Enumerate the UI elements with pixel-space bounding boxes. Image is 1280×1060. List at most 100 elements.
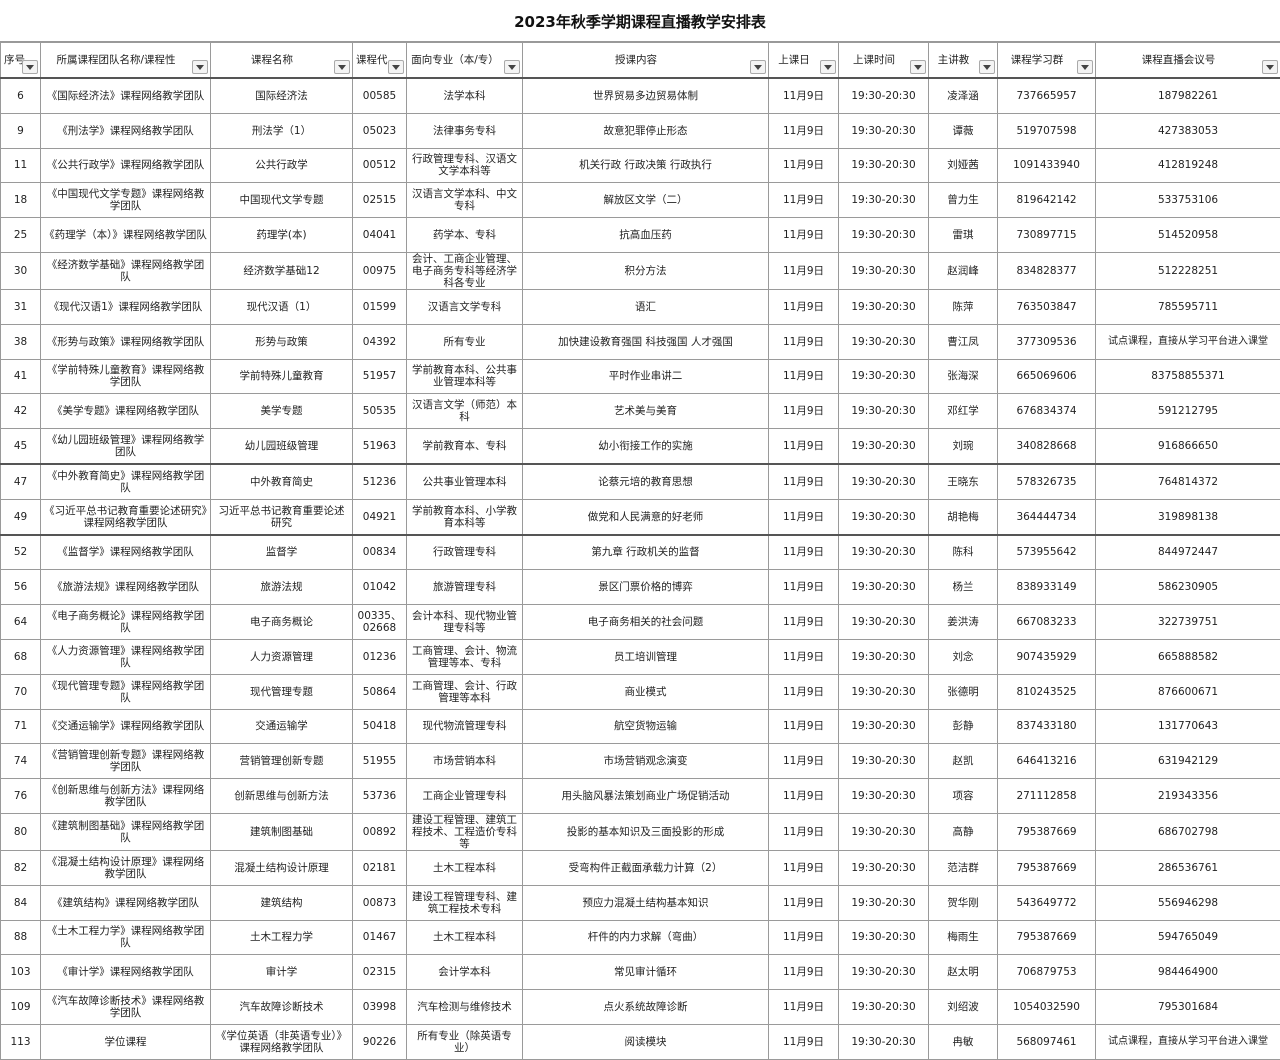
table-cell: 梅雨生: [929, 920, 998, 955]
filter-button[interactable]: [388, 60, 404, 74]
table-cell: 109: [1, 990, 41, 1025]
table-cell: 混凝土结构设计原理: [211, 850, 353, 885]
filter-button[interactable]: [750, 60, 766, 74]
table-cell: 876600671: [1096, 674, 1280, 709]
table-cell: 曹江凤: [929, 324, 998, 359]
table-cell: 819642142: [998, 183, 1096, 218]
table-cell: 《电子商务概论》课程网络教学团队: [41, 605, 211, 640]
table-cell: 公共事业管理本科: [407, 464, 523, 499]
table-cell: 11月9日: [769, 674, 839, 709]
table-cell: 01042: [353, 570, 407, 605]
column-header: 所属课程团队名称/课程性: [41, 43, 211, 79]
filter-button[interactable]: [979, 60, 995, 74]
table-cell: 04921: [353, 499, 407, 534]
table-cell: 试点课程，直接从学习平台进入课堂: [1096, 324, 1280, 359]
table-cell: 556946298: [1096, 885, 1280, 920]
table-cell: 《土木工程力学》课程网络教学团队: [41, 920, 211, 955]
table-cell: 学前教育本科、公共事业管理本科等: [407, 359, 523, 394]
table-cell: 11月9日: [769, 639, 839, 674]
table-cell: 药理学(本): [211, 218, 353, 253]
table-cell: 730897715: [998, 218, 1096, 253]
column-header: 授课内容: [523, 43, 769, 79]
table-cell: 42: [1, 394, 41, 429]
table-cell: 土木工程本科: [407, 920, 523, 955]
table-cell: 彭静: [929, 709, 998, 744]
table-cell: 41: [1, 359, 41, 394]
filter-button[interactable]: [820, 60, 836, 74]
table-cell: 19:30-20:30: [839, 218, 929, 253]
table-cell: 795387669: [998, 850, 1096, 885]
column-header: 课程名称: [211, 43, 353, 79]
table-cell: 会计、工商企业管理、电子商务专科等经济学科各专业: [407, 252, 523, 289]
table-cell: 568097461: [998, 1024, 1096, 1059]
table-cell: 刑法学（1）: [211, 113, 353, 148]
table-cell: 凌泽涵: [929, 78, 998, 113]
table-cell: 19:30-20:30: [839, 813, 929, 850]
table-cell: 19:30-20:30: [839, 535, 929, 570]
table-cell: 984464900: [1096, 955, 1280, 990]
table-cell: 《营销管理创新专题》课程网络教学团队: [41, 744, 211, 779]
table-cell: 工商管理、会计、物流管理等本、专科: [407, 639, 523, 674]
table-cell: 11月9日: [769, 113, 839, 148]
table-cell: 47: [1, 464, 41, 499]
table-cell: 《旅游法规》课程网络教学团队: [41, 570, 211, 605]
filter-button[interactable]: [504, 60, 520, 74]
filter-button[interactable]: [1262, 60, 1278, 74]
table-cell: 幼小衔接工作的实施: [523, 429, 769, 464]
table-cell: 19:30-20:30: [839, 289, 929, 324]
table-cell: 工商企业管理专科: [407, 779, 523, 814]
table-cell: 19:30-20:30: [839, 324, 929, 359]
table-cell: 积分方法: [523, 252, 769, 289]
table-cell: 刘念: [929, 639, 998, 674]
table-cell: 赵凯: [929, 744, 998, 779]
filter-button[interactable]: [192, 60, 208, 74]
table-cell: 营销管理创新专题: [211, 744, 353, 779]
header-label: 课程学习群: [1011, 54, 1064, 66]
table-cell: 02181: [353, 850, 407, 885]
table-cell: 51963: [353, 429, 407, 464]
table-cell: 71: [1, 709, 41, 744]
table-cell: 现代汉语（1）: [211, 289, 353, 324]
table-cell: 项容: [929, 779, 998, 814]
table-cell: 《学前特殊儿童教育》课程网络教学团队: [41, 359, 211, 394]
table-cell: 形势与政策: [211, 324, 353, 359]
table-cell: 做党和人民满意的好老师: [523, 499, 769, 534]
table-cell: 340828668: [998, 429, 1096, 464]
table-cell: 19:30-20:30: [839, 499, 929, 534]
column-header: 上课日: [769, 43, 839, 79]
filter-button[interactable]: [334, 60, 350, 74]
table-cell: 汽车故障诊断技术: [211, 990, 353, 1025]
table-cell: 11月9日: [769, 1024, 839, 1059]
table-cell: 常见审计循环: [523, 955, 769, 990]
filter-button[interactable]: [910, 60, 926, 74]
table-cell: 05023: [353, 113, 407, 148]
table-cell: 19:30-20:30: [839, 148, 929, 183]
filter-button[interactable]: [22, 60, 38, 74]
table-cell: 范洁群: [929, 850, 998, 885]
table-cell: 512228251: [1096, 252, 1280, 289]
table-cell: 834828377: [998, 252, 1096, 289]
table-cell: 286536761: [1096, 850, 1280, 885]
table-cell: 83758855371: [1096, 359, 1280, 394]
table-cell: 02515: [353, 183, 407, 218]
table-cell: 667083233: [998, 605, 1096, 640]
table-cell: 19:30-20:30: [839, 850, 929, 885]
header-label: 面向专业（本/专）: [411, 54, 499, 66]
table-cell: 04041: [353, 218, 407, 253]
table-cell: 美学专题: [211, 394, 353, 429]
table-cell: 00892: [353, 813, 407, 850]
table-cell: 19:30-20:30: [839, 674, 929, 709]
table-cell: 427383053: [1096, 113, 1280, 148]
table-cell: 《创新思维与创新方法》课程网络教学团队: [41, 779, 211, 814]
table-cell: 11月9日: [769, 850, 839, 885]
table-cell: 土木工程力学: [211, 920, 353, 955]
table-cell: 《公共行政学》课程网络教学团队: [41, 148, 211, 183]
filter-button[interactable]: [1077, 60, 1093, 74]
table-cell: 预应力混凝土结构基本知识: [523, 885, 769, 920]
